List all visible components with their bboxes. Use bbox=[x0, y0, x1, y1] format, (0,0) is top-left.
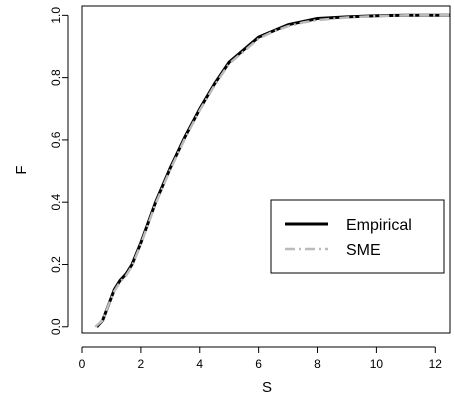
plot-frame bbox=[81, 5, 451, 334]
legend-label-empirical: Empirical bbox=[346, 217, 412, 234]
y-axis: 0.0 0.2 0.4 0.6 0.8 1.0 bbox=[49, 7, 69, 335]
y-tick-label: 0.8 bbox=[49, 69, 63, 86]
y-tick-label: 0.4 bbox=[49, 194, 63, 211]
x-axis-title: S bbox=[262, 379, 272, 396]
y-tick-label: 0.2 bbox=[49, 256, 63, 273]
x-tick-label: 2 bbox=[138, 357, 145, 371]
x-tick-label: 6 bbox=[255, 357, 262, 371]
x-tick-label: 8 bbox=[314, 357, 321, 371]
series-line-sme bbox=[94, 14, 450, 328]
x-tick-label: 4 bbox=[196, 357, 203, 371]
legend-box bbox=[270, 199, 445, 274]
series-layer bbox=[94, 13, 450, 328]
legend: Empirical SME bbox=[270, 199, 445, 274]
x-tick-label: 0 bbox=[79, 357, 86, 371]
legend-label-sme: SME bbox=[346, 242, 381, 259]
x-tick-label: 10 bbox=[370, 357, 384, 371]
x-tick-label: 12 bbox=[429, 357, 443, 371]
x-axis: 0 2 4 6 8 10 12 bbox=[79, 346, 443, 371]
y-tick-label: 0.6 bbox=[49, 131, 63, 148]
y-axis-title: F bbox=[13, 165, 30, 174]
series-line-empirical bbox=[95, 13, 450, 328]
y-tick-label: 1.0 bbox=[49, 7, 63, 24]
y-tick-label: 0.0 bbox=[49, 318, 63, 335]
